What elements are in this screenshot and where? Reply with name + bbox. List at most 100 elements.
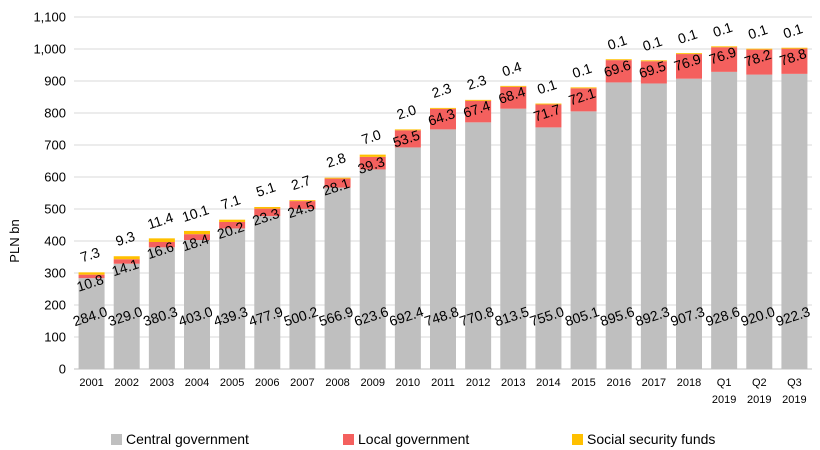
- bar-segment: [219, 221, 246, 229]
- bar-segment: [359, 154, 386, 157]
- x-tick-label: 2005: [220, 377, 244, 389]
- bar-segment: [570, 87, 597, 89]
- data-label: 7.3: [78, 244, 102, 265]
- bar-segment: [605, 82, 632, 370]
- bar-segment: [148, 241, 175, 248]
- bar-segment: [535, 103, 562, 105]
- bar-segment: [605, 60, 632, 83]
- bar-segment: [148, 247, 175, 369]
- x-tick-label: 2014: [536, 377, 560, 389]
- x-tick-label: 2006: [255, 377, 279, 389]
- data-label: 2.7: [289, 172, 313, 193]
- bar-segment: [676, 54, 702, 79]
- bar-segment: [394, 129, 421, 131]
- bar-segment: [500, 86, 527, 109]
- bar-segment: [254, 206, 281, 209]
- bar-segment: [746, 74, 773, 369]
- bar-segment: [535, 104, 562, 128]
- y-tick-label: 900: [44, 74, 66, 89]
- data-label: 0.1: [711, 19, 735, 40]
- data-label: 7.1: [219, 191, 243, 212]
- x-tick-label: 2007: [290, 377, 314, 389]
- y-axis-label: PLN bn: [7, 219, 22, 262]
- legend-item: Social security funds: [572, 431, 715, 447]
- data-label: 2.8: [324, 149, 348, 170]
- bar-segment: [289, 208, 316, 369]
- y-tick-label: 500: [44, 202, 66, 217]
- legend-label: Social security funds: [587, 431, 715, 447]
- bar-segment: [113, 256, 140, 260]
- x-tick-label: 2015: [571, 377, 595, 389]
- data-label: 2.0: [395, 101, 419, 122]
- legend-swatch: [343, 434, 354, 445]
- bar-segment: [711, 47, 738, 72]
- bar-segment: [254, 216, 281, 369]
- bar-segment: [219, 228, 246, 369]
- x-tick-label: 2013: [501, 377, 525, 389]
- y-axis-ticks: 0 100 200 300 400 500 600 700 800 900 1,000 1,100: [33, 10, 66, 377]
- bar-segment: [465, 99, 492, 101]
- x-tick-label: 2016: [606, 377, 630, 389]
- y-tick-label: 400: [44, 234, 66, 249]
- bar-segment: [640, 60, 667, 62]
- x-tick-label: Q1 2019: [712, 377, 736, 406]
- data-label: 0.1: [605, 32, 629, 53]
- legend-item: Central government: [111, 431, 249, 447]
- bar-segment: [535, 127, 562, 370]
- bar-segment: [78, 278, 105, 369]
- y-tick-label: 0: [59, 362, 66, 377]
- x-tick-label: 2017: [642, 377, 666, 389]
- data-label: 11.4: [145, 209, 175, 232]
- bar-segment: [359, 169, 386, 369]
- x-tick-label: 2001: [79, 377, 103, 389]
- legend-item: Local government: [343, 431, 469, 447]
- bars: [78, 46, 808, 370]
- legend: Central government Local government Social…: [111, 431, 715, 447]
- bar-segment: [359, 156, 386, 170]
- y-tick-label: 100: [44, 330, 66, 345]
- data-label: 0.1: [535, 76, 559, 97]
- y-tick-label: 700: [44, 138, 66, 153]
- bar-segment: [78, 272, 105, 275]
- bar-segment: [500, 108, 527, 370]
- data-label: 0.4: [500, 58, 524, 79]
- bar-segment: [289, 201, 316, 209]
- y-tick-label: 800: [44, 106, 66, 121]
- bar-segment: [465, 100, 492, 123]
- data-label: 9.3: [113, 228, 137, 249]
- bar-segment: [570, 88, 597, 112]
- bar-segment: [781, 47, 808, 49]
- bar-segment: [781, 73, 808, 369]
- x-tick-label: Q3 2019: [782, 377, 806, 406]
- bar-segment: [394, 130, 421, 148]
- bar-segment: [113, 263, 140, 369]
- bar-segment: [676, 53, 702, 55]
- bar-segment: [184, 234, 210, 241]
- bar-segment: [781, 48, 808, 74]
- bar-segment: [324, 178, 351, 188]
- data-label: 0.1: [676, 26, 700, 47]
- bar-segment: [430, 108, 456, 130]
- data-label: 0.1: [781, 20, 805, 41]
- legend-swatch: [572, 434, 583, 445]
- x-tick-label: 2009: [360, 377, 384, 389]
- bar-segment: [676, 78, 702, 369]
- bar-segment: [184, 240, 210, 369]
- data-label: 0.1: [641, 33, 665, 54]
- bar-segment: [324, 177, 351, 179]
- bar-segment: [640, 83, 667, 370]
- bar-segment: [184, 230, 210, 235]
- data-label: 0.1: [746, 21, 770, 42]
- x-tick-label: 2018: [677, 377, 701, 389]
- y-tick-label: 600: [44, 170, 66, 185]
- bar-segment: [605, 59, 632, 61]
- x-tick-label: 2011: [431, 377, 455, 389]
- y-tick-label: 300: [44, 266, 66, 281]
- data-label: 2.3: [430, 80, 454, 101]
- x-tick-label: 2012: [466, 377, 490, 389]
- data-label: 5.1: [254, 179, 278, 200]
- bar-segment: [254, 208, 281, 217]
- x-tick-label: 2004: [185, 377, 209, 389]
- bar-segment: [394, 147, 421, 369]
